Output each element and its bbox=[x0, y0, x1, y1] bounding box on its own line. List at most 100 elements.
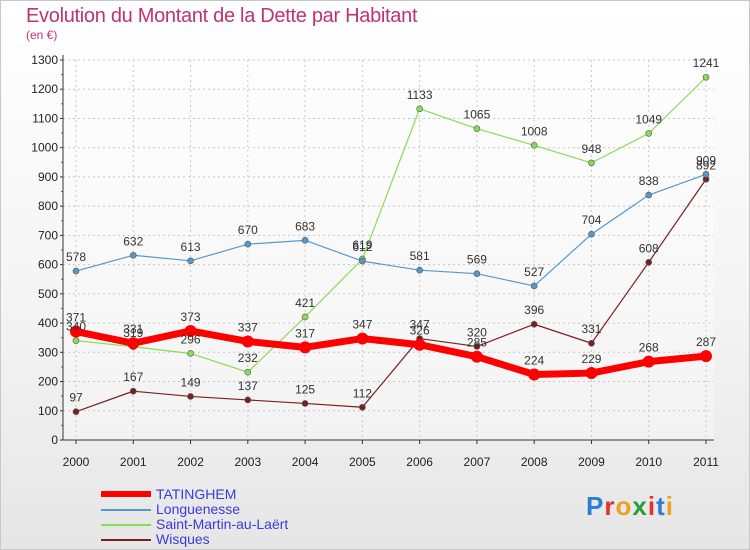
legend-item-tatinghem[interactable]: TATINGHEM bbox=[101, 486, 361, 502]
data-label: 167 bbox=[123, 370, 143, 384]
data-label: 527 bbox=[524, 265, 544, 279]
y-tick-label: 300 bbox=[38, 345, 58, 359]
data-point bbox=[72, 337, 80, 344]
data-point bbox=[72, 267, 80, 275]
logo-letter: r bbox=[604, 491, 616, 521]
legend-item-saint-martin[interactable]: Saint-Martin-au-Laërt bbox=[101, 516, 361, 532]
data-label: 581 bbox=[410, 249, 430, 263]
data-label: 125 bbox=[295, 382, 315, 396]
data-point bbox=[187, 257, 194, 265]
data-label: 909 bbox=[696, 153, 716, 167]
data-point bbox=[301, 313, 309, 321]
data-label: 632 bbox=[123, 234, 143, 248]
legend: TATINGHEM Longuenesse Saint-Martin-au-La… bbox=[101, 486, 361, 547]
legend-swatch bbox=[101, 524, 151, 526]
data-label: 371 bbox=[66, 311, 86, 325]
data-point bbox=[413, 338, 426, 351]
data-point bbox=[356, 332, 369, 345]
legend-label: Wisques bbox=[156, 531, 210, 547]
legend-label: TATINGHEM bbox=[156, 486, 237, 502]
data-point bbox=[301, 400, 309, 407]
data-point bbox=[530, 282, 538, 290]
data-label: 1065 bbox=[464, 108, 491, 122]
data-label: 331 bbox=[581, 322, 601, 336]
data-point bbox=[642, 355, 655, 368]
data-label: 320 bbox=[467, 325, 487, 339]
legend-item-longuenesse[interactable]: Longuenesse bbox=[101, 501, 361, 517]
data-label: 373 bbox=[181, 310, 201, 324]
plot-area bbox=[63, 60, 714, 440]
data-point bbox=[416, 105, 423, 113]
y-tick-label: 1200 bbox=[31, 82, 58, 96]
logo-letter: i bbox=[665, 491, 674, 521]
data-point bbox=[530, 142, 538, 149]
data-label: 287 bbox=[696, 335, 716, 349]
data-point bbox=[359, 403, 366, 411]
y-tick-label: 1100 bbox=[32, 111, 58, 125]
data-label: 285 bbox=[467, 336, 487, 350]
data-label: 613 bbox=[181, 240, 201, 254]
x-tick-label: 2008 bbox=[521, 455, 548, 469]
y-tick-label: 1300 bbox=[31, 53, 58, 67]
data-label: 619 bbox=[352, 238, 372, 252]
y-tick-label: 500 bbox=[38, 287, 58, 301]
x-tick-label: 2007 bbox=[464, 455, 491, 469]
data-label: 149 bbox=[181, 375, 201, 389]
legend-item-wisques[interactable]: Wisques bbox=[101, 531, 361, 547]
data-point bbox=[473, 343, 481, 350]
data-label: 1049 bbox=[635, 112, 662, 126]
y-tick-label: 400 bbox=[38, 316, 58, 330]
logo-letter: x bbox=[632, 491, 648, 521]
data-label: 421 bbox=[295, 296, 315, 310]
x-tick-label: 2002 bbox=[177, 455, 204, 469]
data-label: 319 bbox=[123, 326, 143, 340]
data-point bbox=[473, 270, 481, 277]
data-point bbox=[127, 337, 140, 350]
data-label: 337 bbox=[238, 320, 258, 334]
data-point bbox=[473, 125, 481, 132]
data-label: 683 bbox=[295, 219, 315, 233]
x-tick-label: 2004 bbox=[292, 455, 319, 469]
data-label: 137 bbox=[238, 379, 258, 393]
logo-letter: i bbox=[647, 491, 657, 521]
logo-letter: P bbox=[586, 491, 605, 521]
legend-label: Longuenesse bbox=[156, 501, 241, 517]
data-label: 317 bbox=[295, 326, 315, 340]
data-label: 608 bbox=[639, 241, 659, 255]
data-label: 326 bbox=[410, 324, 430, 338]
legend-swatch bbox=[101, 509, 151, 511]
y-tick-label: 700 bbox=[38, 228, 58, 242]
data-point bbox=[530, 320, 538, 328]
x-tick-label: 2009 bbox=[578, 455, 605, 469]
data-label: 340 bbox=[66, 320, 86, 334]
legend-swatch bbox=[101, 491, 151, 497]
data-label: 347 bbox=[410, 318, 430, 332]
data-label: 1008 bbox=[521, 124, 548, 138]
y-tick-label: 600 bbox=[38, 258, 58, 272]
y-tick-label: 800 bbox=[38, 199, 58, 213]
y-tick-label: 200 bbox=[38, 375, 58, 389]
data-label: 396 bbox=[524, 303, 544, 317]
data-label: 347 bbox=[352, 318, 372, 332]
y-tick-label: 900 bbox=[38, 170, 58, 184]
data-point bbox=[244, 396, 252, 404]
data-label: 1241 bbox=[693, 56, 720, 70]
series-line-1 bbox=[75, 173, 707, 287]
data-label: 612 bbox=[352, 240, 372, 254]
x-tick-label: 2001 bbox=[120, 455, 147, 469]
data-point bbox=[129, 387, 137, 395]
x-tick-label: 2003 bbox=[234, 455, 261, 469]
y-tick-label: 1000 bbox=[31, 141, 58, 155]
y-tick-label: 0 bbox=[51, 433, 58, 447]
data-point bbox=[588, 339, 595, 347]
series-line-3 bbox=[75, 178, 707, 413]
data-point bbox=[72, 408, 80, 415]
data-point bbox=[70, 325, 82, 338]
data-point bbox=[187, 350, 194, 357]
series-line-0 bbox=[75, 327, 707, 379]
data-label: 704 bbox=[581, 213, 601, 227]
y-tick-label: 100 bbox=[38, 404, 58, 418]
data-point bbox=[585, 367, 598, 380]
